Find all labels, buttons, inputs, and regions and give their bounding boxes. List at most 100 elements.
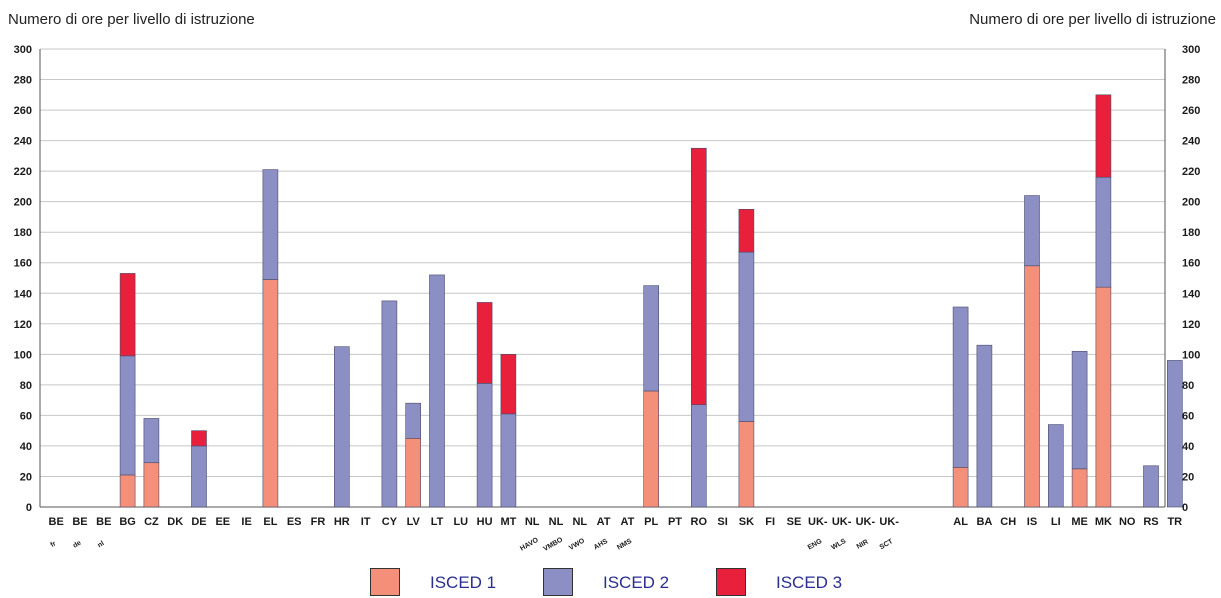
x-tick-label: BE [49, 516, 64, 528]
bar-segment-isced1 [952, 467, 969, 508]
y-tick-label-left: 200 [14, 197, 32, 209]
x-tick-label: CZ [144, 516, 159, 528]
x-tick-label: UK- [879, 516, 899, 528]
y-tick-label-left: 40 [20, 441, 32, 453]
bar-segment-isced1 [119, 474, 136, 508]
x-tick-label: LI [1051, 516, 1061, 528]
x-tick-label: PT [668, 516, 682, 528]
bar-segment-isced3 [738, 209, 755, 253]
y-tick-label-right: 200 [1182, 197, 1200, 209]
x-tick-label: ME [1071, 516, 1088, 528]
x-tick-label: BG [119, 516, 136, 528]
x-tick-label: UK- [808, 516, 828, 528]
x-tick-label: DE [191, 516, 206, 528]
y-tick-label-left: 60 [20, 410, 32, 422]
x-tick-label: UK- [832, 516, 852, 528]
x-tick-sublabel: SCT [879, 538, 895, 551]
x-tick-label: IS [1027, 516, 1037, 528]
x-tick-sublabel: NMS [616, 538, 633, 552]
x-tick-label: DK [167, 516, 183, 528]
bar-segment-isced2 [1024, 195, 1040, 267]
y-tick-label-left: 120 [14, 319, 32, 331]
y-tick-label-right: 20 [1182, 471, 1194, 483]
x-tick-label: RO [691, 516, 708, 528]
bar-segment-isced1 [1024, 265, 1040, 508]
y-tick-label-right: 240 [1182, 136, 1200, 148]
y-tick-label-left: 80 [20, 380, 32, 392]
x-tick-label: NO [1119, 516, 1136, 528]
bar-segment-isced2 [143, 418, 160, 464]
stacked-bar-chart: 0 0 20 20 40 40 60 60 80 80 100 100 120 120 140 140 160 1… [14, 44, 1201, 553]
bar-segment-isced2 [690, 404, 707, 508]
y-tick-label-right: 100 [1182, 349, 1200, 361]
x-tick-label: AT [597, 516, 611, 528]
bar-segment-isced2 [952, 306, 969, 468]
x-tick-sublabel: WLS [830, 538, 847, 552]
y-tick-label-right: 80 [1182, 380, 1194, 392]
x-tick-label: CH [1000, 516, 1016, 528]
x-tick-label: LU [453, 516, 468, 528]
bar-segment-isced2 [500, 413, 517, 508]
y-tick-label-right: 60 [1182, 410, 1194, 422]
bar-segment-isced2 [1143, 465, 1159, 508]
y-tick-label-right: 300 [1182, 44, 1200, 56]
y-tick-label-left: 160 [14, 258, 32, 270]
y-tick-label-left: 240 [14, 136, 32, 148]
x-tick-sublabel: HAVO [519, 536, 540, 552]
bar-segment-isced1 [262, 279, 279, 508]
bar-segment-isced3 [191, 430, 207, 447]
x-tick-label: AT [620, 516, 634, 528]
legend-swatch-isced3 [716, 568, 746, 596]
y-tick-label-left: 220 [14, 166, 32, 178]
x-tick-sublabel: ENG [807, 538, 824, 552]
chart-title-left: Numero di ore per livello di istruzione [8, 11, 255, 28]
x-tick-label: IT [361, 516, 371, 528]
bar-segment-isced1 [1095, 286, 1112, 508]
x-tick-label: NL [549, 516, 564, 528]
y-tick-label-left: 140 [14, 288, 32, 300]
chart-legend: ISCED 1 ISCED 2 ISCED 3 [0, 566, 1221, 596]
x-tick-label: NL [572, 516, 587, 528]
bar-segment-isced2 [976, 344, 993, 508]
y-tick-label-left: 100 [14, 349, 32, 361]
legend-label-isced3: ISCED 3 [776, 573, 843, 592]
bar-segment-isced2 [405, 402, 422, 439]
y-tick-label-right: 180 [1182, 227, 1200, 239]
x-tick-label: EL [263, 516, 277, 528]
legend-swatch-isced1 [370, 568, 400, 596]
bar-segment-isced2 [1095, 176, 1112, 288]
bar-segment-isced2 [333, 346, 350, 508]
x-tick-sublabel: nl [97, 540, 106, 549]
bar-segment-isced3 [500, 354, 517, 415]
y-tick-label-right: 260 [1182, 105, 1200, 117]
y-tick-label-left: 0 [26, 502, 32, 514]
x-tick-label: BE [96, 516, 111, 528]
bar-segment-isced2 [643, 285, 660, 392]
bar-segment-isced2 [1167, 360, 1183, 508]
x-tick-label: EE [215, 516, 230, 528]
y-tick-label-right: 140 [1182, 288, 1200, 300]
x-tick-label: HR [334, 516, 350, 528]
bar-segment-isced1 [1071, 468, 1088, 508]
x-tick-label: NL [525, 516, 540, 528]
x-tick-label: RS [1143, 516, 1158, 528]
chart-title-right: Numero di ore per livello di istruzione [969, 11, 1216, 28]
y-tick-label-right: 40 [1182, 441, 1194, 453]
x-tick-label: SE [787, 516, 802, 528]
bar-segment-isced2 [262, 169, 279, 280]
y-tick-label-right: 220 [1182, 166, 1200, 178]
x-tick-label: PL [644, 516, 658, 528]
x-tick-label: HU [477, 516, 493, 528]
bar-segment-isced3 [119, 273, 136, 357]
y-tick-label-left: 300 [14, 44, 32, 56]
bar-segment-isced2 [476, 383, 493, 508]
x-tick-label: BE [72, 516, 87, 528]
bar-segment-isced1 [643, 390, 660, 508]
x-tick-sublabel: fr [50, 540, 58, 549]
bar-segment-isced2 [738, 251, 755, 422]
x-tick-label: IE [241, 516, 251, 528]
bar-segment-isced2 [191, 445, 207, 508]
x-tick-label: ES [287, 516, 302, 528]
x-tick-label: SK [739, 516, 754, 528]
x-tick-label: BA [976, 516, 992, 528]
